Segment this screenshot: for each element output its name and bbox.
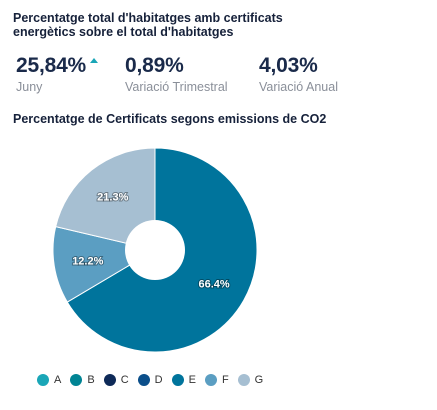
kpi-current-value: 25,84% [16,54,87,77]
legend-item-c[interactable]: C [103,374,129,386]
data-label-f: 12.2% [72,255,103,267]
legend-label: A [54,374,62,386]
legend-label: B [87,374,95,386]
kpi-quarterly-value: 0,89% [125,54,184,77]
legend-dot-icon [171,374,184,386]
legend-item-e[interactable]: E [171,374,196,386]
kpi-annual: 4,03% Variació Anual [259,54,338,95]
legend-item-d[interactable]: D [137,374,163,386]
pie-slice-g[interactable] [55,147,156,251]
legend-dot-icon [37,374,49,386]
legend-dot-icon [70,374,83,386]
kpi-current-label: Juny [16,80,43,94]
kpi-annual-value: 4,03% [259,54,318,77]
legend-item-b[interactable]: B [70,374,95,386]
chart-legend: A B C D E F G [37,372,272,388]
kpi-row: 25,84% Juny 0,89% Variació Trimestral 4,… [16,54,436,98]
legend-item-f[interactable]: F [204,374,229,386]
trend-up-icon [90,58,99,63]
legend-label: C [120,374,129,386]
kpi-quarterly: 0,89% Variació Trimestral [125,54,228,95]
data-label-g: 21.3% [97,192,128,204]
legend-label: D [154,374,163,386]
legend-item-g[interactable]: G [237,374,264,386]
kpi-current: 25,84% Juny [16,54,99,95]
kpi-current-value-row: 25,84% [16,54,99,78]
legend-label: E [188,374,196,386]
legend-label: F [221,374,229,386]
legend-dot-icon [103,374,116,386]
legend-dot-icon [237,374,250,386]
legend-item-a[interactable]: A [37,374,61,386]
legend-dot-icon [204,374,217,386]
page-title: Percentatge total d'habitatges amb certi… [13,11,283,39]
legend-label: G [254,374,264,386]
data-label-e: 66.4% [199,279,230,291]
chart-title: Percentatge de Certificats segons emissi… [13,112,327,126]
kpi-quarterly-label: Variació Trimestral [125,80,228,94]
kpi-annual-label: Variació Anual [259,80,338,94]
legend-dot-icon [137,374,150,386]
donut-hole [125,220,185,280]
